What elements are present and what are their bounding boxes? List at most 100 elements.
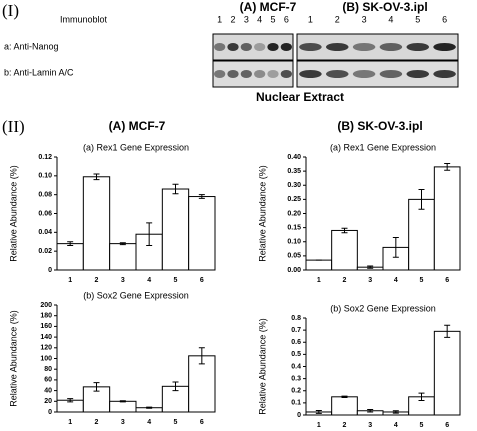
y-tick-label: 0.40 bbox=[287, 154, 301, 161]
x-tick-label: 3 bbox=[368, 277, 372, 284]
y-tick-label: 120 bbox=[40, 345, 52, 352]
blot-column-header: (A) MCF-7 bbox=[240, 0, 297, 14]
x-tick-label: 4 bbox=[147, 419, 151, 426]
error-bar bbox=[444, 162, 451, 171]
blot-band bbox=[214, 70, 226, 78]
error-bar bbox=[198, 194, 205, 199]
bar bbox=[188, 355, 216, 413]
blot-band bbox=[240, 70, 252, 78]
y-tick-label: 0.3 bbox=[291, 375, 301, 382]
blot-band bbox=[325, 43, 349, 51]
y-tick-label: 0.04 bbox=[38, 229, 52, 236]
error-bar bbox=[119, 242, 126, 246]
section-label: (II) bbox=[2, 117, 25, 136]
y-tick-label: 0.08 bbox=[38, 192, 52, 199]
blot-band bbox=[406, 70, 430, 78]
error-bar bbox=[341, 395, 348, 399]
lane-label: 1 bbox=[217, 14, 222, 24]
y-tick-label: 80 bbox=[44, 366, 52, 373]
blot-label: Immunoblot bbox=[60, 14, 108, 24]
y-tick-label: 0.10 bbox=[38, 173, 52, 180]
error-bar bbox=[67, 241, 74, 247]
x-tick-label: 5 bbox=[174, 419, 178, 426]
lane-label: 1 bbox=[308, 14, 313, 24]
blot-band bbox=[267, 43, 279, 51]
chart-title: (a) Rex1 Gene Expression bbox=[83, 142, 189, 152]
x-tick-label: 1 bbox=[317, 422, 321, 429]
y-tick-label: 0.00 bbox=[287, 267, 301, 274]
x-tick-label: 2 bbox=[95, 277, 99, 284]
error-bar bbox=[341, 227, 348, 234]
error-bar bbox=[67, 398, 74, 403]
x-tick-label: 3 bbox=[121, 419, 125, 426]
y-tick-label: 0.02 bbox=[38, 248, 52, 255]
x-tick-label: 5 bbox=[420, 422, 424, 429]
y-tick-label: 0.5 bbox=[291, 351, 301, 358]
y-tick-label: 0.6 bbox=[291, 339, 301, 346]
blot-band bbox=[227, 70, 239, 78]
blot-band bbox=[240, 43, 252, 51]
blot-band bbox=[299, 70, 322, 78]
y-tick-label: 0 bbox=[48, 267, 52, 274]
bar bbox=[433, 166, 461, 271]
blot-band bbox=[214, 43, 226, 51]
blot-band bbox=[254, 43, 266, 51]
y-tick-label: 0.8 bbox=[291, 315, 301, 322]
x-tick-label: 3 bbox=[121, 277, 125, 284]
x-tick-label: 1 bbox=[68, 419, 72, 426]
blot-band bbox=[299, 43, 322, 51]
error-bar bbox=[172, 381, 179, 392]
y-axis-label: Relative Abundance (%) bbox=[257, 165, 267, 262]
error-bar bbox=[392, 237, 399, 258]
y-tick-label: 0 bbox=[48, 409, 52, 416]
bar bbox=[161, 188, 190, 271]
y-tick-label: 0.2 bbox=[291, 388, 301, 395]
y-tick-label: 40 bbox=[44, 387, 52, 394]
y-tick-label: 60 bbox=[44, 377, 52, 384]
blot-band bbox=[406, 43, 430, 51]
y-tick-label: 0.30 bbox=[287, 182, 301, 189]
error-bar bbox=[392, 410, 399, 414]
blot-row-label: a: Anti-Nanog bbox=[4, 41, 59, 51]
lane-label: 2 bbox=[230, 14, 235, 24]
lane-label: 3 bbox=[244, 14, 249, 24]
y-tick-label: 160 bbox=[40, 323, 52, 330]
x-tick-label: 4 bbox=[147, 277, 151, 284]
y-tick-label: 0 bbox=[297, 412, 301, 419]
error-bar bbox=[172, 183, 179, 195]
x-tick-label: 4 bbox=[394, 422, 398, 429]
chart-column-header: (B) SK-OV-3.ipl bbox=[337, 119, 422, 133]
lane-label: 3 bbox=[362, 14, 367, 24]
blot-band bbox=[267, 70, 279, 78]
blot-band bbox=[433, 70, 456, 78]
y-tick-label: 200 bbox=[40, 302, 52, 309]
error-bar bbox=[146, 222, 153, 247]
x-tick-label: 5 bbox=[174, 277, 178, 284]
lane-label: 6 bbox=[284, 14, 289, 24]
y-tick-label: 0.7 bbox=[291, 327, 301, 334]
error-bar bbox=[367, 265, 374, 269]
bar bbox=[331, 229, 358, 271]
y-tick-label: 0.4 bbox=[291, 363, 301, 370]
blot-footer: Nuclear Extract bbox=[256, 90, 344, 104]
chart-column-header: (A) MCF-7 bbox=[109, 119, 166, 133]
bar bbox=[109, 400, 137, 413]
y-tick-label: 0.05 bbox=[287, 253, 301, 260]
y-tick-label: 0.35 bbox=[287, 168, 301, 175]
x-tick-label: 1 bbox=[68, 277, 72, 284]
y-axis-label: Relative Abundance (%) bbox=[257, 318, 267, 415]
blot-column-header: (B) SK-OV-3.ipl bbox=[342, 0, 427, 14]
blot-band bbox=[352, 43, 376, 51]
blot-frame bbox=[212, 33, 294, 61]
bar bbox=[56, 243, 84, 271]
lane-label: 4 bbox=[388, 14, 393, 24]
x-tick-label: 6 bbox=[445, 277, 449, 284]
blot-band bbox=[280, 43, 292, 51]
x-tick-label: 2 bbox=[343, 277, 347, 284]
blot-frame bbox=[212, 60, 294, 88]
chart-title: (a) Rex1 Gene Expression bbox=[330, 142, 436, 152]
error-bar bbox=[93, 173, 100, 181]
error-bar bbox=[367, 409, 374, 413]
error-bar bbox=[93, 382, 100, 392]
